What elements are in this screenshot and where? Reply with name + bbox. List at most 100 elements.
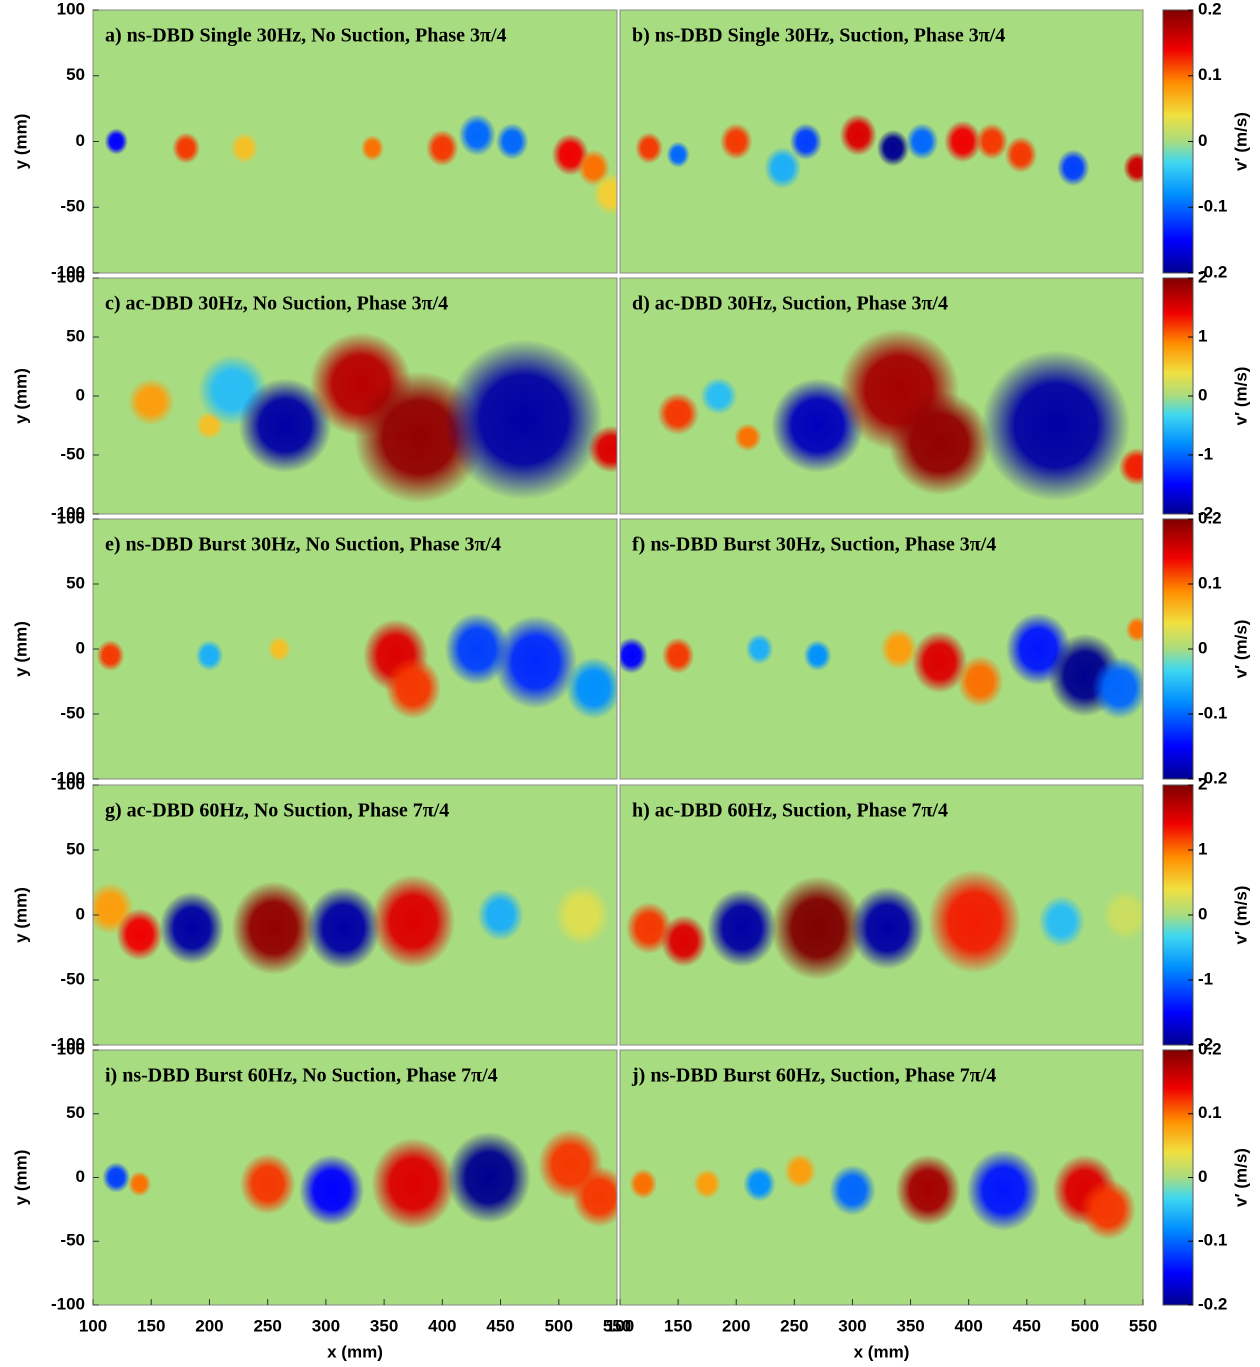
y-tick-label: -50 [60, 197, 85, 216]
flow-structure [444, 612, 510, 686]
panel-title: e) ns-DBD Burst 30Hz, No Suction, Phase … [105, 534, 501, 556]
flow-structure [1123, 152, 1143, 184]
x-tick-label: 500 [545, 1316, 573, 1335]
x-tick-label: 550 [603, 1316, 631, 1335]
x-axis-label: x (mm) [327, 1342, 383, 1361]
field [657, 328, 1143, 502]
y-tick-label: 100 [57, 774, 85, 793]
y-axis-label: y (mm) [11, 887, 30, 943]
y-tick-label: -100 [51, 768, 85, 787]
flow-structure [771, 876, 865, 980]
plot-background [93, 10, 617, 273]
y-tick-label: -100 [51, 262, 85, 281]
flow-structure [444, 339, 604, 500]
colorbar-tick-label: -1 [1198, 444, 1213, 463]
panel-title: g) ac-DBD 60Hz, No Suction, Phase 7π/4 [105, 800, 449, 822]
y-axis-label: y (mm) [11, 114, 30, 170]
colorbar-tick-label: 2 [1198, 774, 1207, 793]
flow-structure [230, 132, 259, 164]
y-tick-label: 0 [76, 1167, 85, 1186]
y-tick-label: 0 [76, 385, 85, 404]
flow-structure [172, 132, 201, 164]
flow-structure [371, 874, 456, 969]
x-tick-label: 400 [428, 1316, 456, 1335]
flow-structure [707, 889, 777, 967]
flow-structure [385, 656, 442, 720]
y-axis-label: y (mm) [11, 368, 30, 424]
y-axis-label: y (mm) [11, 621, 30, 677]
y-tick-label: 100 [57, 508, 85, 527]
colorbar-label: v′ (m/s) [1231, 112, 1250, 171]
flow-structure [104, 128, 128, 155]
plot-frame [619, 277, 1144, 515]
flow-structure [1004, 136, 1038, 174]
flow-structure [693, 1168, 722, 1200]
x-tick-label: 450 [486, 1316, 514, 1335]
colorbar-label: v′ (m/s) [1231, 886, 1250, 945]
colorbar-tick-label: 0.1 [1198, 1103, 1222, 1122]
field [629, 1149, 1137, 1240]
flow-structure [839, 113, 877, 156]
colorbar-tick-label: 0 [1198, 638, 1207, 657]
flow-structure [96, 639, 125, 672]
flow-structure [195, 639, 224, 672]
x-tick-label: 250 [780, 1316, 808, 1335]
panel-title: b) ns-DBD Single 30Hz, Suction, Phase 3π… [632, 25, 1005, 47]
panel-title: h) ac-DBD 60Hz, Suction, Phase 7π/4 [632, 800, 948, 822]
flow-structure [299, 1154, 365, 1226]
x-tick-label: 550 [1129, 1316, 1157, 1335]
colorbar-tick-label: 1 [1198, 326, 1207, 345]
y-axis-label: y (mm) [11, 1150, 30, 1206]
flow-structure [1091, 656, 1143, 720]
colorbar [1162, 1049, 1194, 1306]
flow-structure [127, 1171, 152, 1197]
colorbar-tick-label: 0.2 [1198, 0, 1222, 18]
flow-structure [895, 1154, 961, 1226]
colorbar-tick-label: -0.1 [1198, 1231, 1227, 1250]
flow-structure [629, 1168, 658, 1200]
flow-structure [880, 628, 918, 670]
flow-structure [587, 425, 617, 473]
flow-structure [966, 1149, 1041, 1232]
flow-structure [239, 1153, 296, 1215]
flow-structure [1056, 149, 1090, 187]
colorbar-tick-label: 0 [1198, 131, 1207, 150]
field [96, 612, 617, 720]
flow-structure [975, 123, 1009, 160]
y-tick-label: 50 [66, 839, 85, 858]
flow-structure [876, 129, 910, 167]
flow-structure [700, 377, 738, 415]
y-tick-label: 50 [66, 1103, 85, 1122]
flow-structure [620, 637, 648, 674]
flow-structure [905, 123, 939, 160]
flow-structure [159, 891, 225, 965]
x-tick-label: 300 [838, 1316, 866, 1335]
y-tick-label: 100 [57, 267, 85, 286]
colorbar-tick-label: 0 [1198, 1167, 1207, 1186]
field [104, 113, 617, 216]
plot-frame [619, 518, 1144, 780]
flow-structure [267, 636, 291, 662]
y-tick-label: -50 [60, 1231, 85, 1250]
flow-structure [306, 886, 381, 970]
y-tick-label: -50 [60, 703, 85, 722]
flow-structure [625, 902, 673, 954]
x-tick-label: 150 [137, 1316, 165, 1335]
flow-structure [571, 1166, 617, 1228]
flow-structure [127, 378, 175, 426]
flow-structure [888, 391, 991, 496]
flow-structure [944, 120, 982, 163]
x-tick-label: 150 [664, 1316, 692, 1335]
x-axis-label: x (mm) [854, 1342, 910, 1361]
flow-structure [789, 123, 823, 160]
colorbar-tick-label: 0.1 [1198, 573, 1222, 592]
flow-structure [981, 349, 1131, 502]
y-tick-label: -100 [51, 1294, 85, 1313]
flow-structure [783, 1153, 817, 1189]
x-tick-label: 350 [896, 1316, 924, 1335]
x-tick-label: 350 [370, 1316, 398, 1335]
x-tick-label: 400 [954, 1316, 982, 1335]
flow-structure [493, 615, 578, 709]
flow-structure [426, 129, 459, 167]
flow-structure [957, 655, 1004, 708]
